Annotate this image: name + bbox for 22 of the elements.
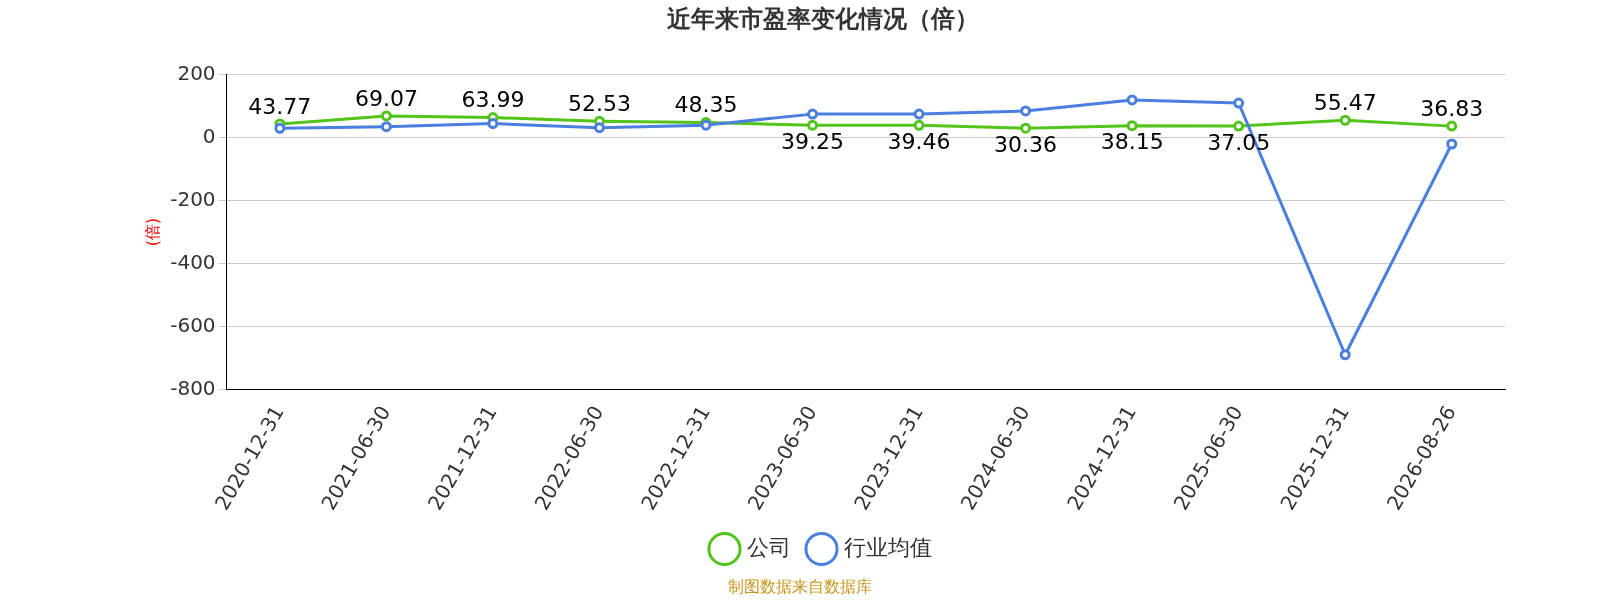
y-tick-label: -200 xyxy=(170,186,216,211)
data-label: 55.47 xyxy=(1313,89,1377,115)
y-tick-label: 0 xyxy=(202,123,216,148)
data-label: 30.36 xyxy=(994,131,1058,157)
legend-label: 行业均值 xyxy=(843,534,932,560)
data-label: 63.99 xyxy=(461,87,525,113)
chart-title: 近年来市盈率变化情况（倍） xyxy=(666,4,979,33)
data-label: 69.07 xyxy=(354,85,418,111)
data-label: 39.25 xyxy=(781,129,845,155)
data-label: 38.15 xyxy=(1100,129,1164,155)
data-label: 43.77 xyxy=(248,93,312,119)
y-axis-title: (倍) xyxy=(142,217,162,247)
y-tick-label: -400 xyxy=(170,249,216,274)
text: 制图数据来自数据库 xyxy=(728,577,872,597)
legend-label: 公司 xyxy=(746,534,791,560)
y-tick-label: -600 xyxy=(170,312,216,337)
data-label: 52.53 xyxy=(567,90,631,116)
data-label: 39.46 xyxy=(887,129,951,155)
y-tick-label: -800 xyxy=(170,375,216,400)
y-tick-label: 200 xyxy=(177,61,216,85)
data-label: 36.83 xyxy=(1420,95,1484,121)
data-label: 48.35 xyxy=(674,92,738,118)
